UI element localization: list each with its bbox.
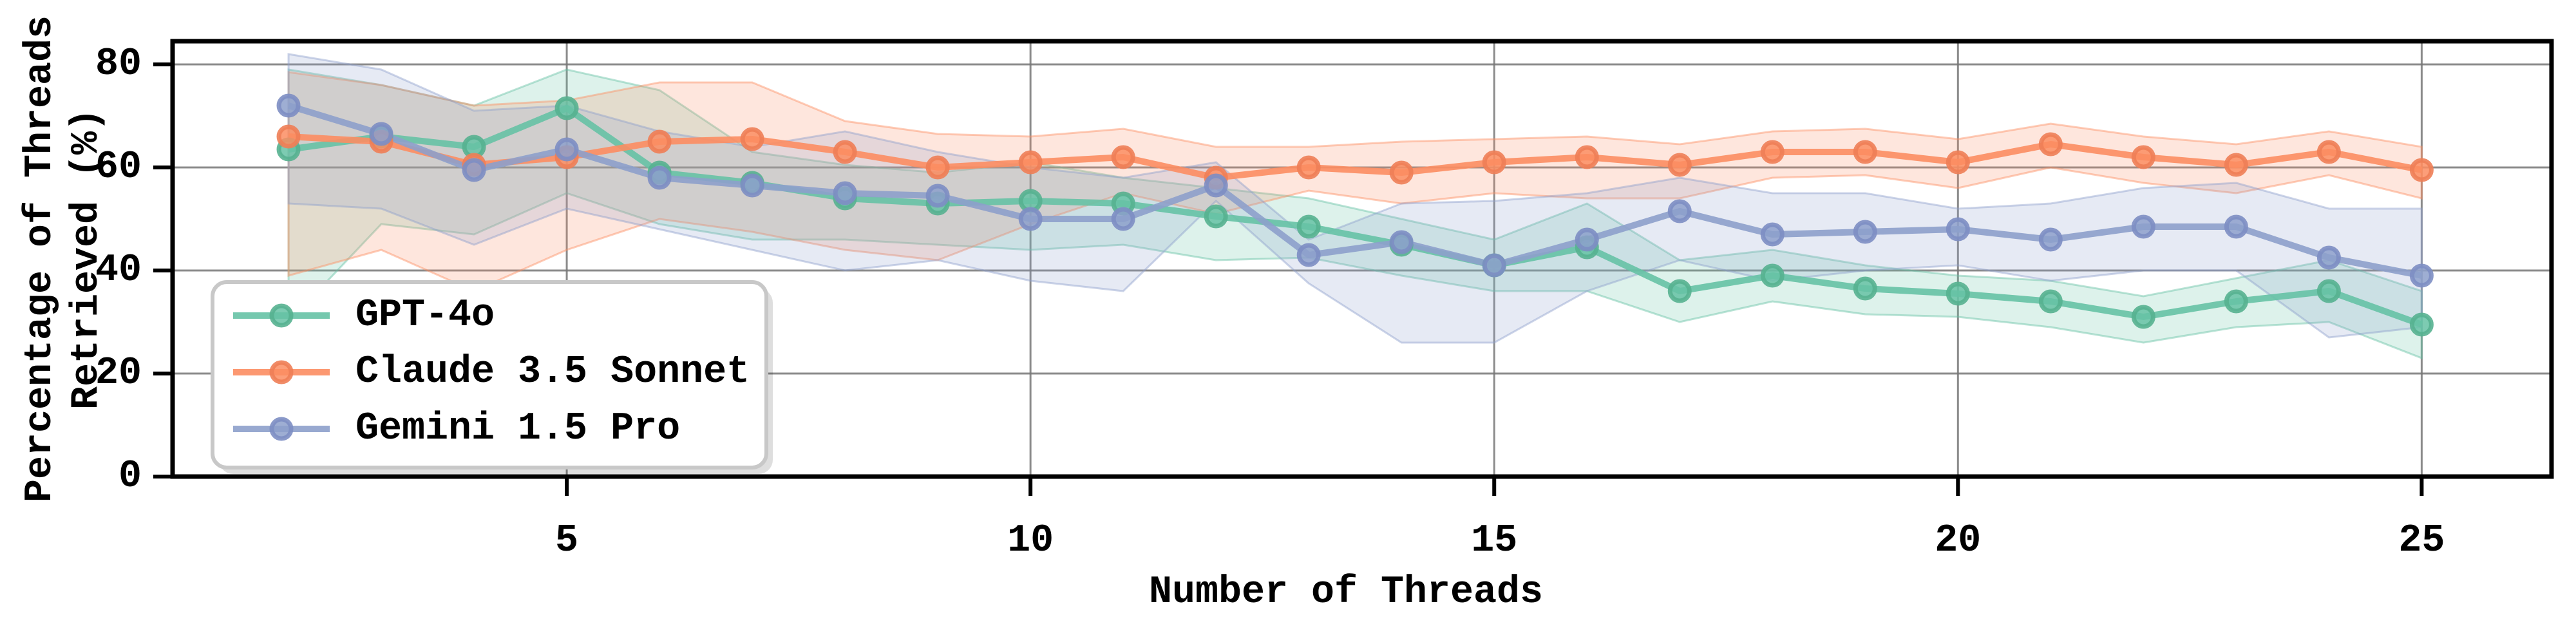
data-point-gemini-1-5-pro <box>462 158 486 182</box>
data-point-gemini-1-5-pro <box>1482 253 1506 278</box>
data-point-gemini-1-5-pro <box>554 137 579 162</box>
data-point-gemini-1-5-pro <box>1667 199 1692 223</box>
y-tick-label-60: 60 <box>95 146 142 189</box>
data-point-claude-3-5-sonnet <box>1111 145 1135 169</box>
legend-label-claude-3-5-sonnet: Claude 3.5 Sonnet <box>355 350 750 394</box>
data-point-gemini-1-5-pro <box>1760 222 1785 247</box>
data-point-claude-3-5-sonnet <box>2131 145 2155 169</box>
data-point-gpt-4o <box>1946 281 1970 306</box>
series-line-gemini-1-5-pro <box>287 102 2423 279</box>
data-point-claude-3-5-sonnet <box>2224 153 2248 177</box>
data-point-gpt-4o <box>2409 312 2434 337</box>
legend-swatch-marker <box>269 360 294 384</box>
data-point-claude-3-5-sonnet <box>647 129 672 154</box>
data-point-claude-3-5-sonnet <box>2038 132 2063 156</box>
data-point-claude-3-5-sonnet <box>1853 140 1877 164</box>
data-point-gemini-1-5-pro <box>2316 245 2341 270</box>
data-point-gemini-1-5-pro <box>1389 230 1414 254</box>
data-point-claude-3-5-sonnet <box>925 155 950 180</box>
data-point-claude-3-5-sonnet <box>2316 140 2341 164</box>
data-point-gemini-1-5-pro <box>925 184 950 208</box>
data-point-gemini-1-5-pro <box>1204 173 1228 198</box>
data-point-claude-3-5-sonnet <box>1575 145 1599 169</box>
data-point-gemini-1-5-pro <box>369 122 393 146</box>
y-tick-label-0: 0 <box>118 455 142 498</box>
y-tick-label-20: 20 <box>95 352 142 395</box>
data-point-gemini-1-5-pro <box>1853 220 1877 244</box>
legend-item-claude-3-5-sonnet: Claude 3.5 Sonnet <box>233 350 750 394</box>
x-axis-label: Number of Threads <box>1149 571 1543 614</box>
data-point-gpt-4o <box>2038 289 2063 314</box>
legend-item-gpt-4o: GPT-4o <box>233 294 495 337</box>
data-point-gemini-1-5-pro <box>1111 207 1135 231</box>
data-point-gpt-4o <box>1760 263 1785 288</box>
y-axis-label-line1: Percentage of Threads <box>19 15 62 502</box>
data-point-gpt-4o <box>1853 276 1877 301</box>
data-point-claude-3-5-sonnet <box>740 127 764 151</box>
data-point-gemini-1-5-pro <box>1575 227 1599 252</box>
x-tick-label-25: 25 <box>2398 519 2445 563</box>
data-point-claude-3-5-sonnet <box>833 140 857 164</box>
data-point-gpt-4o <box>1296 214 1321 239</box>
data-point-claude-3-5-sonnet <box>1482 150 1506 175</box>
data-point-claude-3-5-sonnet <box>1667 153 1692 177</box>
x-tick-label-20: 20 <box>1935 519 1981 563</box>
data-point-gpt-4o <box>2224 289 2248 314</box>
x-tick-label-10: 10 <box>1007 519 1054 563</box>
data-point-gemini-1-5-pro <box>1018 207 1043 231</box>
data-point-gemini-1-5-pro <box>1946 217 1970 242</box>
data-point-gpt-4o <box>1667 279 1692 303</box>
data-point-gemini-1-5-pro <box>2409 263 2434 288</box>
data-point-gpt-4o <box>2131 305 2155 329</box>
y-tick-label-80: 80 <box>95 43 142 86</box>
data-point-gemini-1-5-pro <box>276 93 301 118</box>
data-point-claude-3-5-sonnet <box>1018 150 1043 175</box>
legend: GPT-4o Claude 3.5 Sonnet Gemini 1.5 Pro <box>211 280 773 474</box>
data-point-gemini-1-5-pro <box>2131 214 2155 239</box>
data-point-gemini-1-5-pro <box>833 181 857 205</box>
data-point-gpt-4o <box>2316 279 2341 303</box>
plot-border <box>170 39 2554 479</box>
data-point-gpt-4o <box>554 96 579 120</box>
data-point-gemini-1-5-pro <box>1296 243 1321 267</box>
confidence-band-claude-3-5-sonnet <box>287 71 2423 292</box>
series-line-claude-3-5-sonnet <box>288 133 2423 181</box>
data-point-claude-3-5-sonnet <box>2409 158 2434 182</box>
data-point-claude-3-5-sonnet <box>1296 155 1321 180</box>
legend-swatch-marker <box>269 303 294 328</box>
data-point-gemini-1-5-pro <box>2224 214 2248 239</box>
x-tick-label-15: 15 <box>1471 519 1517 563</box>
legend-label-gemini-1-5-pro: Gemini 1.5 Pro <box>355 407 680 451</box>
data-point-claude-3-5-sonnet <box>276 124 301 149</box>
legend-item-gemini-1-5-pro: Gemini 1.5 Pro <box>233 407 680 451</box>
data-point-gemini-1-5-pro <box>647 166 672 190</box>
series-line-gpt-4o <box>288 105 2423 328</box>
data-point-claude-3-5-sonnet <box>1760 140 1785 164</box>
y-tick-label-40: 40 <box>95 249 142 292</box>
x-tick-label-5: 5 <box>555 519 578 563</box>
legend-box <box>211 280 768 469</box>
data-point-claude-3-5-sonnet <box>1946 150 1970 175</box>
data-point-claude-3-5-sonnet <box>1389 160 1414 185</box>
y-axis-label-line2: Retrieved (%) <box>65 108 109 410</box>
data-point-gemini-1-5-pro <box>740 173 764 198</box>
legend-label-gpt-4o: GPT-4o <box>355 294 495 337</box>
legend-swatch-marker <box>269 417 294 441</box>
data-point-gemini-1-5-pro <box>2038 227 2063 252</box>
data-point-gpt-4o <box>1204 204 1228 229</box>
